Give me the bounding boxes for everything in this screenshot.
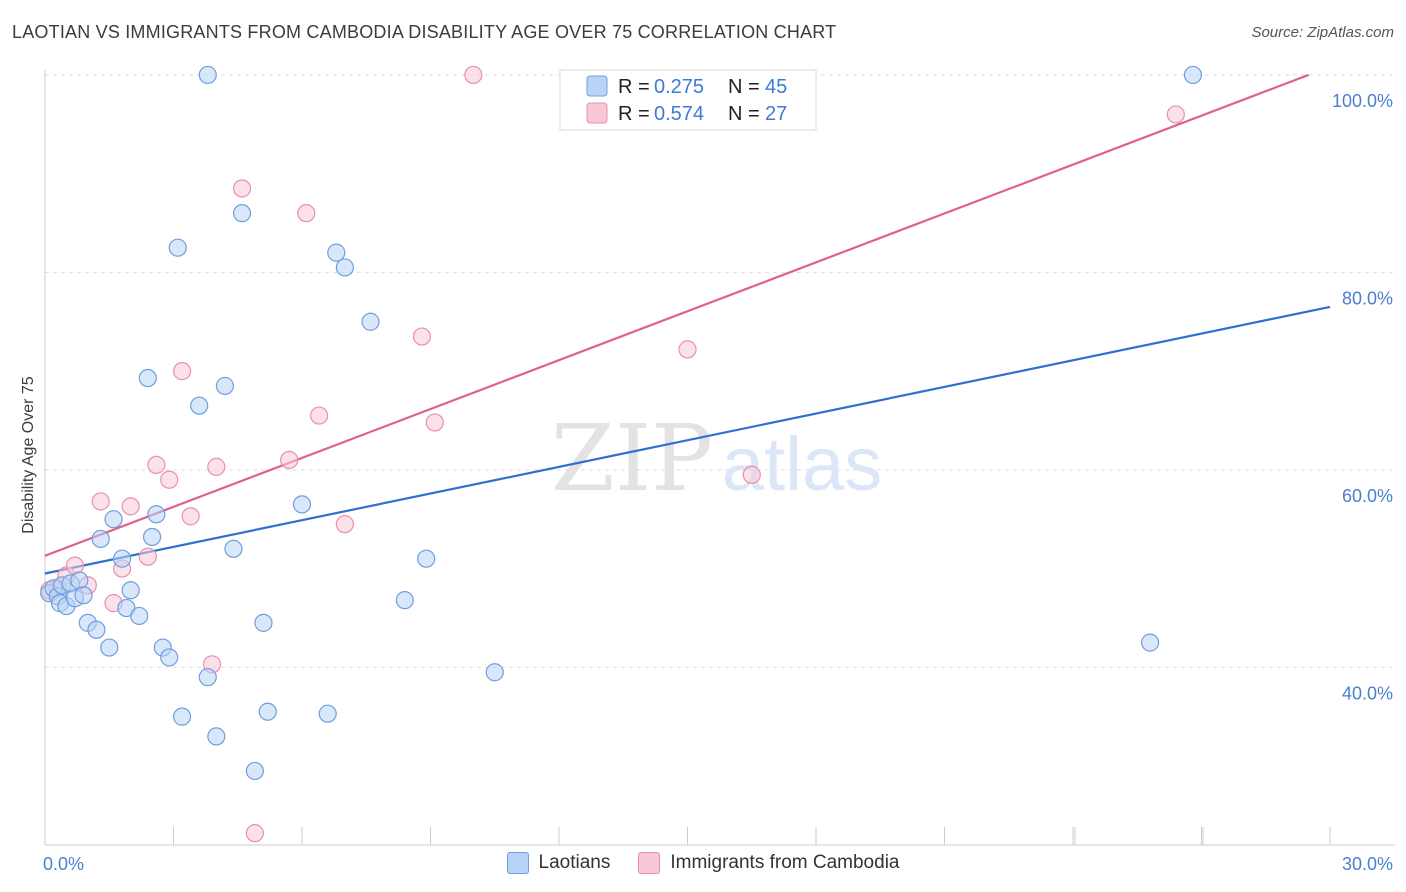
- point-cambodia: [678, 340, 697, 359]
- legend-item-cambodia: Immigrants from Cambodia: [638, 852, 899, 874]
- point-laotians: [1140, 633, 1160, 652]
- legend-n-label-2: N =: [728, 103, 760, 125]
- legend-r-label-2: R =: [618, 103, 650, 125]
- legend-box: R = 0.275 N = 45 R = 0.574 N = 27: [559, 69, 817, 131]
- watermark-zip: ZIP: [551, 405, 713, 512]
- point-cambodia: [412, 327, 432, 346]
- point-cambodia: [1166, 105, 1185, 124]
- y-tick-label: 100.0%: [1332, 91, 1393, 111]
- x-tick-label-max: 30.0%: [1342, 854, 1393, 874]
- point-laotians: [130, 606, 149, 626]
- watermark: ZIP atlas: [551, 405, 882, 512]
- legend-swatch-cambodia: [586, 102, 608, 124]
- legend-label-cambodia: Immigrants from Cambodia: [670, 852, 900, 873]
- point-laotians: [198, 65, 217, 85]
- legend-label-laotians: Laotians: [538, 852, 611, 873]
- legend-r-value-1: 0.275: [654, 76, 704, 98]
- point-laotians: [395, 591, 414, 610]
- y-axis-label: Disability Age Over 75: [20, 376, 37, 534]
- x-tick-label-min: 0.0%: [43, 854, 84, 874]
- point-cambodia: [297, 204, 316, 223]
- point-cambodia: [280, 450, 299, 470]
- point-laotians: [142, 527, 162, 547]
- legend-swatch-icon: [506, 852, 529, 874]
- point-laotians: [190, 396, 209, 415]
- point-laotians: [1183, 65, 1203, 85]
- point-cambodia: [310, 406, 329, 425]
- point-cambodia: [245, 824, 264, 843]
- trend-lines: [44, 73, 1331, 575]
- point-laotians: [87, 620, 106, 639]
- point-cambodia: [232, 179, 252, 198]
- watermark-atlas: atlas: [722, 422, 883, 507]
- gridlines: [45, 74, 1395, 668]
- y-tick-label: 80.0%: [1342, 288, 1393, 308]
- point-cambodia: [147, 455, 166, 475]
- source-credit: Source: ZipAtlas.com: [1251, 24, 1394, 41]
- point-laotians: [318, 704, 337, 723]
- point-laotians: [147, 505, 166, 524]
- point-cambodia: [138, 547, 157, 566]
- trend-line-cambodia: [44, 73, 1309, 557]
- data-points: [40, 65, 1203, 843]
- legend-r-value-2: 0.574: [654, 103, 704, 125]
- point-laotians: [245, 761, 264, 781]
- point-laotians: [74, 586, 93, 605]
- point-cambodia: [335, 515, 354, 534]
- x-tick-labels: 0.0% 30.0%: [43, 854, 1393, 874]
- legend-swatch-icon: [638, 852, 661, 874]
- point-laotians: [335, 258, 354, 277]
- y-tick-labels: 40.0% 60.0% 80.0% 100.0%: [1332, 91, 1393, 703]
- legend-n-label-1: N =: [728, 76, 760, 98]
- legend-r-label-1: R =: [618, 76, 650, 98]
- axes: [44, 70, 1395, 846]
- point-laotians: [198, 668, 217, 687]
- bottom-legend: Laotians Immigrants from Cambodia: [0, 852, 1406, 874]
- point-laotians: [258, 702, 277, 721]
- legend-n-value-1: 45: [765, 76, 787, 98]
- point-laotians: [254, 613, 273, 632]
- point-laotians: [327, 243, 346, 262]
- point-cambodia: [181, 507, 200, 526]
- point-laotians: [112, 549, 132, 568]
- point-laotians: [91, 529, 110, 549]
- point-cambodia: [121, 497, 140, 516]
- point-laotians: [224, 539, 243, 558]
- point-cambodia: [742, 465, 761, 484]
- legend-n-value-2: 27: [765, 103, 787, 125]
- point-cambodia: [172, 362, 192, 381]
- point-laotians: [172, 707, 192, 726]
- legend-item-laotians: Laotians: [506, 852, 611, 874]
- point-laotians: [100, 638, 119, 657]
- point-cambodia: [91, 492, 110, 511]
- point-laotians: [121, 581, 140, 600]
- y-tick-label: 40.0%: [1342, 683, 1393, 703]
- point-cambodia: [207, 457, 226, 476]
- point-laotians: [361, 312, 380, 331]
- point-laotians: [417, 549, 436, 568]
- point-cambodia: [425, 413, 444, 432]
- point-cambodia: [160, 470, 179, 489]
- point-laotians: [215, 376, 234, 396]
- point-laotians: [232, 204, 252, 223]
- point-laotians: [138, 368, 157, 388]
- point-laotians: [160, 648, 179, 667]
- point-laotians: [104, 510, 123, 529]
- point-cambodia: [464, 65, 483, 85]
- point-laotians: [292, 495, 312, 514]
- point-laotians: [168, 238, 187, 257]
- trend-line-laotians: [44, 305, 1331, 575]
- legend-swatch-laotians: [586, 75, 608, 97]
- y-tick-label: 60.0%: [1342, 486, 1393, 506]
- point-laotians: [485, 663, 504, 682]
- point-laotians: [207, 727, 226, 746]
- chart-title: LAOTIAN VS IMMIGRANTS FROM CAMBODIA DISA…: [12, 22, 837, 42]
